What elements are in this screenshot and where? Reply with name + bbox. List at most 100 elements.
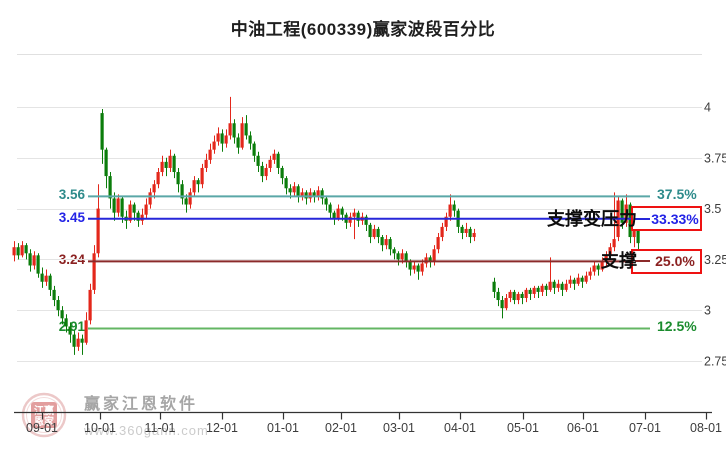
candle-body <box>604 255 608 262</box>
candle-body <box>192 180 196 193</box>
candle-body <box>196 180 200 185</box>
candle-body <box>100 113 104 150</box>
candle-body <box>432 249 436 262</box>
candle-body <box>276 153 280 168</box>
y-axis-tick-label: 4 <box>704 101 711 115</box>
candle-body <box>72 334 76 347</box>
candle-body <box>612 239 616 248</box>
chart-title: 中油工程(600339)赢家波段百分比 <box>230 20 496 39</box>
y-axis-tick-label: 3.25 <box>704 253 726 267</box>
candle-body <box>136 212 140 221</box>
candle-body <box>392 249 396 254</box>
candle-body <box>596 265 600 270</box>
candle-body <box>340 208 344 215</box>
candle-body <box>40 273 44 282</box>
candle-body <box>504 298 508 309</box>
candle-body <box>156 172 160 185</box>
candle-body <box>500 300 504 309</box>
candle-body <box>568 279 572 284</box>
candle-body <box>564 283 568 290</box>
x-axis-tick-label: 10-01 <box>84 421 116 435</box>
candle-body <box>440 226 444 238</box>
candle-body <box>296 186 300 197</box>
level-price-label: 3.56 <box>58 187 85 203</box>
percent-label: 12.5% <box>657 318 697 335</box>
candle-body <box>80 338 84 343</box>
candle-body <box>632 228 636 238</box>
candle-body <box>620 200 624 223</box>
candle-body <box>332 212 336 219</box>
candle-body <box>104 149 108 177</box>
candle-body <box>600 261 604 270</box>
candle-body <box>252 143 256 156</box>
percent-label: 37.5% <box>657 186 697 203</box>
x-axis-tick-label: 05-01 <box>507 421 539 435</box>
candle-body <box>96 208 100 254</box>
candle-body <box>52 289 56 301</box>
candle-body <box>520 293 524 299</box>
candle-body <box>336 208 340 219</box>
percent-label: 25.0% <box>655 253 695 270</box>
candle-body <box>120 198 124 217</box>
candle-body <box>428 257 432 262</box>
candle-body <box>348 216 352 223</box>
y-axis-tick-label: 3.5 <box>704 202 721 216</box>
candle-body <box>376 228 380 238</box>
candle-body <box>232 123 236 138</box>
x-axis-tick-label: 02-01 <box>325 421 357 435</box>
y-axis-tick-label: 2.75 <box>704 355 726 369</box>
candle-body <box>228 123 232 136</box>
candle-body <box>412 265 416 270</box>
candle-body <box>396 253 400 260</box>
candle-body <box>200 167 204 185</box>
candle-body <box>464 228 468 233</box>
x-axis-tick-label: 11-01 <box>144 421 175 435</box>
percent-box: 25.0% <box>631 248 702 274</box>
candle-body <box>128 204 132 221</box>
candle-body <box>528 289 532 294</box>
candle-body <box>408 261 412 270</box>
candle-body <box>536 287 540 292</box>
candle-body <box>248 135 252 144</box>
candle-body <box>216 133 220 142</box>
candle-body <box>636 228 640 244</box>
candle-body <box>264 167 268 177</box>
candle-body <box>312 192 316 197</box>
candle-body <box>308 192 312 199</box>
candle-body <box>164 161 168 168</box>
x-axis-tick-label: 06-01 <box>567 421 599 435</box>
percent-box: 33.33% <box>631 206 702 232</box>
candle-body <box>180 184 184 199</box>
candle-body <box>356 212 360 221</box>
candle-body <box>28 253 32 266</box>
brand-logo-icon: 江赢 恩家 <box>21 392 67 438</box>
candle-body <box>416 265 420 272</box>
candle-body <box>552 281 556 288</box>
candle-body <box>184 198 188 205</box>
candle-body <box>572 279 576 284</box>
candle-body <box>204 159 208 168</box>
candle-body <box>284 178 288 189</box>
candle-body <box>24 245 28 254</box>
candle-body <box>268 159 272 168</box>
candle-body <box>168 155 172 168</box>
x-axis-tick-label: 04-01 <box>444 421 476 435</box>
x-axis-tick-label: 08-01 <box>690 421 722 435</box>
candle-body <box>208 149 212 160</box>
x-axis-tick-label: 12-01 <box>206 421 238 435</box>
candle-body <box>140 214 144 221</box>
candle-body <box>420 263 424 272</box>
candle-body <box>224 135 228 144</box>
candle-body <box>472 232 476 238</box>
candle-body <box>132 204 136 213</box>
candle-body <box>452 204 456 211</box>
candle-body <box>508 291 512 299</box>
annotation-support: 支撑 <box>601 251 637 272</box>
candle-body <box>116 198 120 213</box>
y-axis-tick-label: 3.75 <box>704 151 726 165</box>
candle-body <box>92 253 96 290</box>
candle-body <box>544 285 548 290</box>
candle-body <box>368 224 372 238</box>
